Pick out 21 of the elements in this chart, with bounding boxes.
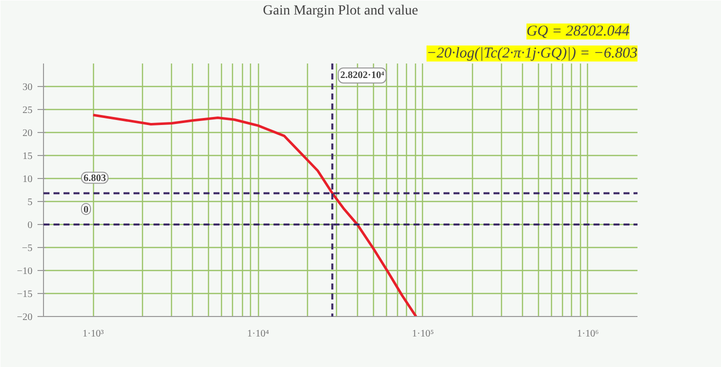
- x-tick-label: 1·10³: [82, 328, 104, 340]
- x-tick-label: 1·10⁴: [247, 328, 270, 340]
- y-tick-label: −15: [16, 289, 32, 300]
- ref-line-label: 2.8202·10⁴: [340, 70, 384, 81]
- y-tick-label: 5: [28, 197, 32, 208]
- ref-line-label: 0: [84, 204, 88, 216]
- chart-title: Gain Margin Plot and value: [262, 4, 418, 18]
- y-tick-label: 30: [22, 82, 32, 93]
- y-tick-label: 20: [22, 128, 32, 139]
- ref-line-label: 6.803: [84, 173, 106, 184]
- x-tick-label: 1·10⁶: [576, 328, 600, 340]
- y-tick-label: −10: [16, 266, 32, 277]
- y-tick-label: 0: [28, 220, 32, 231]
- text: GQ = 28202.044: [526, 24, 630, 40]
- y-tick-label: −5: [22, 243, 32, 254]
- y-tick-label: 15: [22, 151, 32, 162]
- y-tick-label: 10: [22, 174, 32, 185]
- y-tick-label: 25: [22, 105, 32, 116]
- text: −20·log(|Tc(2·π·1j·GQ)|) = −6.803: [426, 46, 638, 62]
- y-tick-label: −20: [16, 312, 32, 323]
- x-tick-label: 1·10⁵: [412, 328, 434, 340]
